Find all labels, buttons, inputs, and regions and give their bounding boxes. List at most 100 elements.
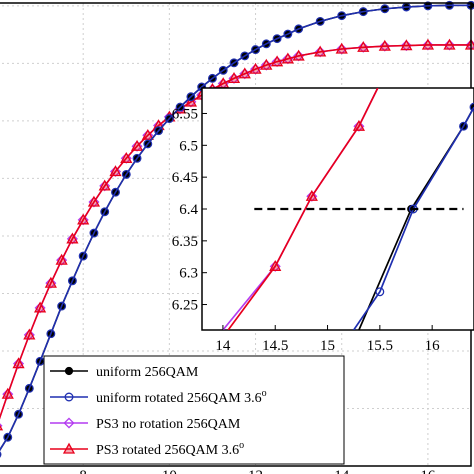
- main-point-s4: [66, 232, 79, 244]
- main-x-tick-label: 14: [334, 468, 350, 474]
- inset-y-tick-label: 6.25: [172, 298, 198, 314]
- legend: uniform 256QAM uniform rotated 256QAM 3.6…: [43, 355, 345, 465]
- inset-y-tick-label: 6.5: [179, 138, 198, 154]
- main-series-layer: [0, 0, 474, 458]
- main-point-s2: [132, 153, 142, 163]
- main-point-s2: [208, 73, 217, 83]
- main-point-s4: [184, 95, 198, 107]
- main-x-tick-label: 8: [79, 468, 87, 474]
- main-point-s2: [46, 329, 56, 339]
- main-point-s4: [77, 213, 90, 225]
- main-point-s2: [0, 451, 2, 458]
- legend-entries: uniform 256QAM uniform rotated 256QAM 3.6…: [50, 365, 267, 458]
- main-point-s2: [358, 7, 368, 17]
- main-series-line-2: [0, 4, 471, 452]
- main-point-s4: [270, 55, 284, 67]
- main-point-s2: [186, 92, 196, 102]
- legend-marker-3: [63, 417, 75, 429]
- inset-series-layer: [222, 88, 474, 330]
- main-x-tick-label: 10: [162, 468, 177, 474]
- main-point-s2: [261, 39, 271, 49]
- main-point-s2: [100, 207, 110, 217]
- main-point-s2: [272, 34, 282, 44]
- legend-marker-4: [62, 442, 76, 454]
- inset-series-line-4: [227, 88, 379, 330]
- main-point-s2: [315, 16, 325, 26]
- inset-chart: 6.25 6.3 6.35 6.4 6.45 6.5 6.55 14 14.5 15 15.5 16: [172, 87, 474, 354]
- main-point-s2: [14, 409, 23, 419]
- legend-degree-superscript: o: [262, 388, 267, 399]
- main-point-s2: [445, 0, 454, 10]
- inset-y-tick-label: 6.3: [179, 266, 198, 282]
- main-point-s2: [154, 126, 164, 136]
- main-point-s4: [0, 424, 4, 431]
- legend-label-4: PS3 rotated 256QAM 3.6o: [96, 440, 244, 458]
- legend-label-1: uniform 256QAM: [96, 365, 199, 380]
- inset-y-tick-label: 6.35: [172, 234, 198, 250]
- legend-box: [43, 355, 345, 465]
- main-point-s4: [98, 179, 111, 191]
- legend-marker-1: [64, 366, 74, 376]
- main-x-tick-labels: 6 8 10 12 14 16: [0, 468, 436, 474]
- main-point-s4: [87, 195, 101, 207]
- main-point-s4: [400, 39, 413, 51]
- main-point-s4: [249, 62, 262, 74]
- main-point-s2: [229, 58, 239, 68]
- legend-label-2: uniform rotated 256QAM 3.6o: [96, 388, 267, 406]
- main-point-s2: [89, 228, 99, 238]
- legend-degree-superscript: o: [239, 440, 244, 451]
- main-point-s2: [3, 432, 13, 442]
- main-point-s2: [175, 102, 185, 112]
- inset-x-tick-label: 15: [320, 338, 335, 354]
- main-point-s2: [380, 4, 390, 14]
- main-point-s2: [337, 11, 347, 21]
- main-point-s4: [292, 49, 305, 61]
- main-point-s2: [78, 251, 88, 261]
- inset-point-s2: [375, 287, 385, 297]
- main-point-s2: [283, 29, 293, 39]
- main-point-s2: [143, 139, 153, 149]
- main-point-s2: [24, 383, 34, 393]
- main-point-s2: [251, 45, 260, 55]
- inset-y-tick-label: 6.45: [172, 170, 198, 186]
- main-point-s4: [227, 72, 241, 83]
- inset-point-s4: [269, 259, 282, 271]
- main-point-s3: [0, 423, 3, 429]
- main-point-s2: [67, 276, 77, 286]
- main-point-s4: [23, 328, 36, 340]
- main-point-s4: [33, 301, 47, 313]
- inset-y-tick-label: 6.4: [179, 202, 198, 218]
- main-point-s2: [57, 301, 67, 311]
- main-point-s4: [120, 151, 133, 163]
- inset-x-tick-label: 14: [215, 338, 231, 354]
- main-point-s4: [378, 39, 391, 51]
- legend-marker-2: [64, 392, 74, 402]
- main-point-s2: [423, 1, 433, 11]
- inset-point-s2: [469, 102, 474, 112]
- main-point-s2: [164, 114, 174, 124]
- inset-x-tick-label: 16: [425, 338, 441, 354]
- main-point-s4: [55, 253, 68, 265]
- inset-point-s4: [352, 119, 366, 131]
- inset-x-tick-labels: 14 14.5 15 15.5 16: [215, 325, 440, 354]
- inset-x-tick-label: 14.5: [262, 338, 288, 354]
- main-point-s2: [111, 187, 120, 197]
- main-point-s4: [238, 67, 251, 79]
- main-point-s4: [421, 38, 435, 50]
- main-point-s4: [44, 276, 57, 288]
- main-point-s2: [294, 24, 304, 34]
- main-point-s4: [314, 45, 327, 57]
- main-point-s4: [141, 128, 154, 140]
- main-point-s2: [218, 65, 228, 75]
- main-series-line-4: [0, 44, 471, 420]
- main-point-s4: [130, 139, 144, 151]
- main-x-tick-label: 6: [0, 468, 1, 474]
- main-point-s4: [1, 387, 14, 399]
- main-point-s4: [260, 58, 273, 70]
- main-point-s4: [357, 40, 370, 52]
- inset-y-tick-labels: 6.25 6.3 6.35 6.4 6.45 6.5 6.55: [172, 106, 207, 314]
- main-x-tick-label: 12: [248, 468, 263, 474]
- main-point-s4: [335, 42, 348, 54]
- legend-label-3: PS3 no rotation 256QAM: [96, 417, 241, 432]
